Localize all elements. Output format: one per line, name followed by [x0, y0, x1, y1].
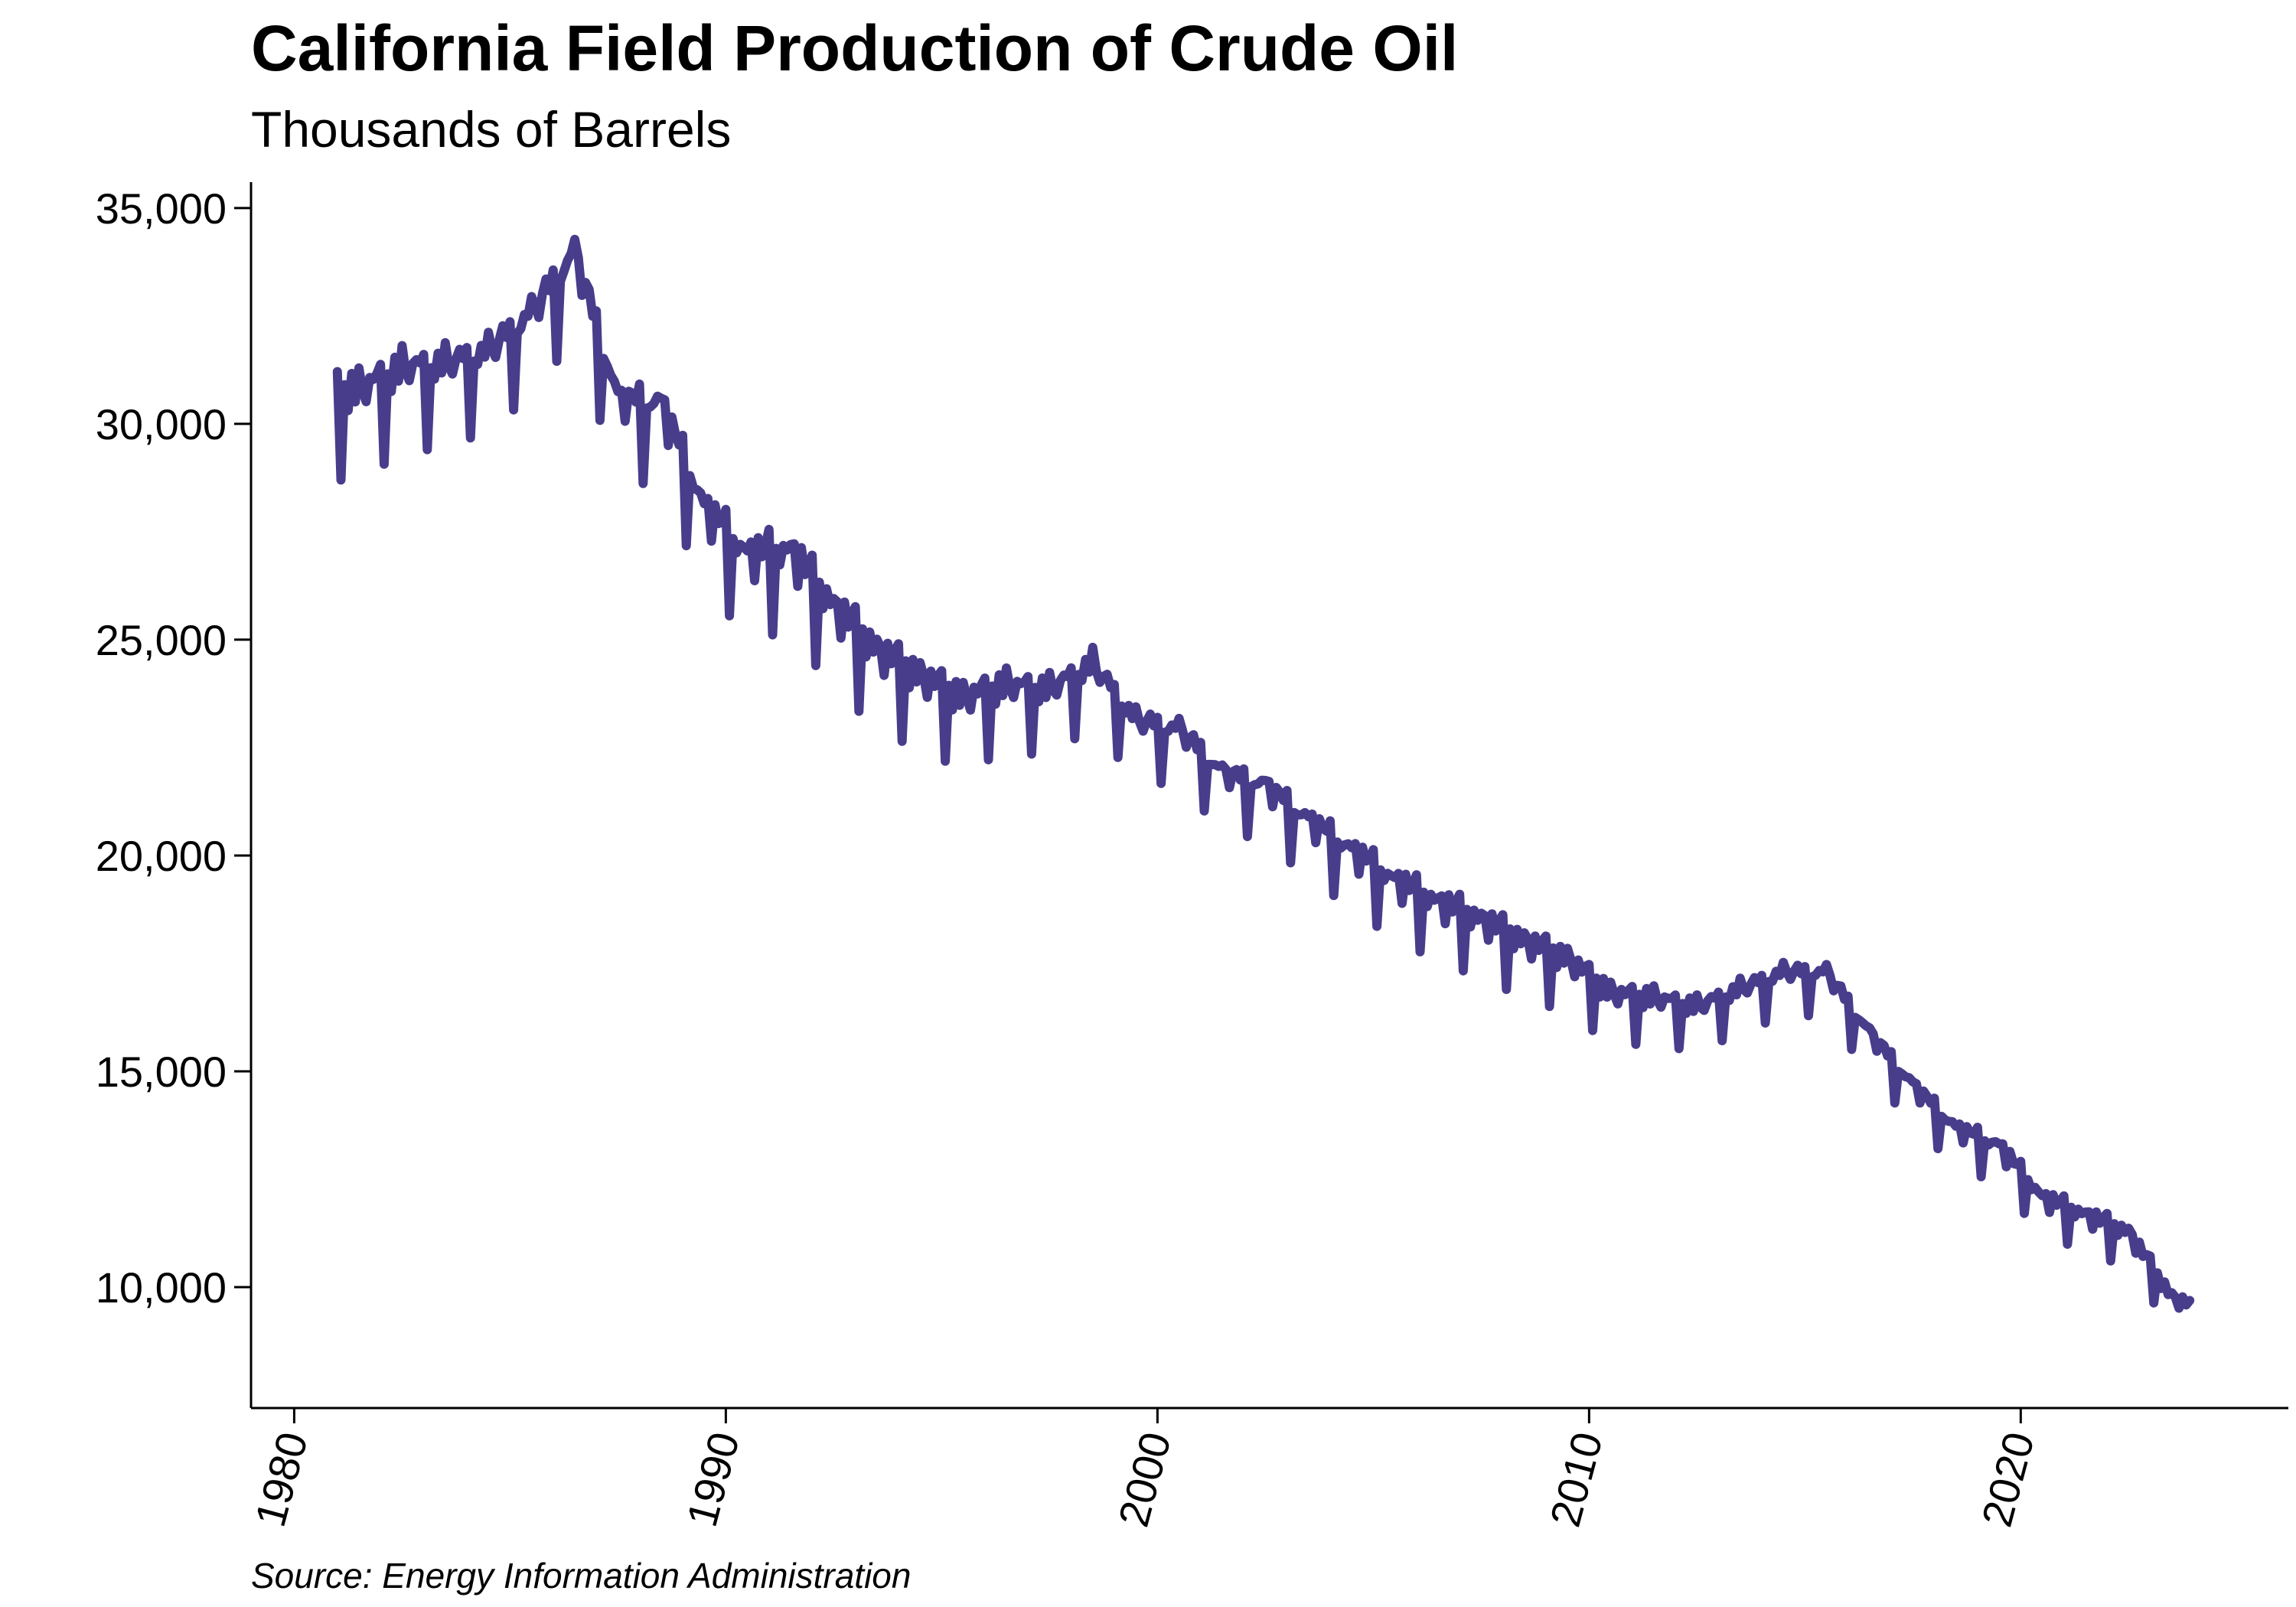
x-tick-label: 1990	[677, 1427, 748, 1532]
series-line-crude-oil-production	[332, 234, 2195, 1313]
y-tick-label: 30,000	[96, 400, 227, 448]
x-tick-label: 2010	[1541, 1427, 1612, 1532]
x-tick-label: 2000	[1109, 1427, 1180, 1532]
chart-subtitle: Thousands of Barrels	[251, 101, 731, 158]
chart-title: California Field Production of Crude Oil	[251, 12, 1458, 84]
x-ticks: 1980 1990 2000 2010 2020	[246, 1408, 2043, 1531]
x-tick-label: 2020	[1972, 1427, 2043, 1532]
axes	[249, 182, 2288, 1410]
source-caption: Source: Energy Information Administratio…	[251, 1556, 911, 1596]
y-tick-label: 35,000	[96, 184, 227, 233]
y-tick-label: 15,000	[96, 1048, 227, 1096]
x-tick-label: 1980	[246, 1427, 317, 1532]
y-tick-label: 20,000	[96, 832, 227, 880]
y-ticks: 10,000 15,000 20,000 25,000 30,000 35,000	[96, 184, 251, 1312]
y-tick-label: 10,000	[96, 1263, 227, 1312]
y-tick-label: 25,000	[96, 616, 227, 664]
